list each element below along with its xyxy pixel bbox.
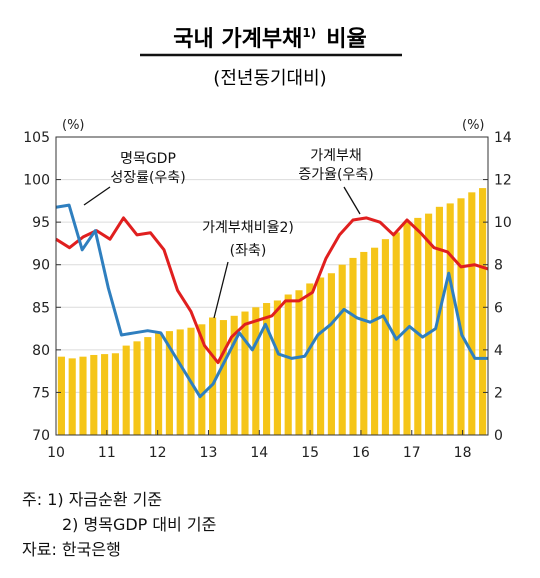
bar-ratio-30 (381, 239, 389, 435)
right-tick-label-0: 0 (494, 428, 503, 444)
left-axis-ticks: 70 75 80 85 90 95 100 105 (23, 130, 61, 444)
bar-ratio-35 (435, 206, 443, 435)
footnote-2: 2) 명목GDP 대비 기준 (62, 515, 216, 534)
bar-ratio-6 (122, 345, 130, 435)
x-tick-label-1: 11 (98, 445, 116, 461)
left-tick-label-3: 85 (32, 300, 50, 316)
bar-ratio-27 (349, 257, 357, 435)
right-tick-label-7: 14 (494, 130, 512, 146)
bar-ratio-36 (446, 203, 454, 435)
gdp-annotation-line1: 명목GDP (120, 151, 176, 167)
bar-ratio-21 (284, 294, 292, 435)
ratio-annotation-pointer (213, 261, 229, 319)
title-main: 국내 가계부채 (173, 27, 302, 52)
plot-border (55, 136, 489, 436)
gdp-annotation-line2: 성장률(우축) (110, 170, 185, 186)
x-tick-label-7: 17 (403, 445, 421, 461)
footnote-1: 주: 1) 자금순환 기준 (22, 490, 162, 509)
bar-ratio-31 (392, 232, 400, 435)
right-tick-label-2: 4 (494, 343, 503, 359)
bar-ratio-24 (317, 277, 325, 435)
bar-ratio-2 (79, 356, 87, 435)
right-tick-label-3: 6 (494, 300, 503, 316)
title-tail: 비율 (326, 27, 366, 52)
bar-ratio-9 (155, 332, 163, 435)
bar-ratio-11 (176, 329, 184, 435)
bar-ratio-26 (338, 264, 346, 435)
right-tick-label-6: 12 (494, 173, 512, 189)
right-axis-ticks: 0 2 4 6 8 10 12 14 (483, 130, 512, 444)
x-axis-ticks: 10 11 12 13 14 15 16 17 18 (47, 430, 472, 461)
bar-ratio-37 (457, 198, 465, 435)
x-tick-label-3: 13 (200, 445, 218, 461)
bar-ratio-3 (90, 354, 98, 435)
bar-ratio-25 (327, 273, 335, 435)
x-tick-label-4: 14 (250, 445, 268, 461)
right-tick-label-5: 10 (494, 215, 512, 231)
ratio-annotation-line2: (좌축) (230, 243, 267, 259)
bar-ratio-1 (68, 358, 76, 435)
debt-growth-annotation-line1: 가계부채 (310, 148, 362, 164)
debt-growth-annotation-pointer (343, 186, 361, 215)
bar-ratio-15 (219, 320, 227, 435)
ratio-annotation-line1: 가계부채비율2) (202, 220, 294, 236)
x-tick-label-0: 10 (47, 445, 65, 461)
left-tick-label-2: 80 (32, 343, 50, 359)
x-tick-label-8: 18 (454, 445, 472, 461)
bar-ratio-8 (144, 337, 152, 435)
line-gdp-growth (55, 203, 488, 399)
left-tick-label-4: 90 (32, 258, 50, 274)
bar-ratio-7 (133, 341, 141, 435)
left-tick-label-1: 75 (32, 385, 50, 401)
bar-ratio-4 (101, 354, 109, 435)
x-tick-label-6: 16 (352, 445, 370, 461)
line-debt-growth (55, 216, 489, 365)
chart-title: 국내 가계부채1) 비율 (173, 26, 366, 52)
right-tick-label-4: 8 (494, 258, 503, 274)
lines (55, 203, 489, 399)
plot-frame (55, 136, 489, 436)
bars-ratio (57, 188, 487, 435)
bar-ratio-28 (360, 251, 368, 435)
x-tick-label-5: 15 (301, 445, 319, 461)
bar-ratio-17 (241, 311, 249, 435)
left-tick-label-6: 100 (23, 173, 50, 189)
bar-ratio-34 (425, 213, 433, 435)
gdp-annotation-pointer (83, 186, 111, 206)
bar-ratio-23 (306, 283, 314, 435)
bar-ratio-19 (263, 303, 271, 435)
bar-ratio-18 (252, 307, 260, 435)
title-superscript: 1) (302, 26, 316, 40)
left-tick-label-7: 105 (23, 130, 50, 146)
left-tick-label-0: 70 (32, 428, 50, 444)
left-tick-label-5: 95 (32, 215, 50, 231)
bar-ratio-0 (57, 356, 65, 435)
source-note: 자료: 한국은행 (22, 540, 121, 559)
bar-ratio-22 (295, 290, 303, 435)
x-tick-label-2: 12 (149, 445, 167, 461)
bar-ratio-39 (479, 188, 487, 435)
bar-ratio-13 (198, 324, 206, 435)
bar-ratio-29 (371, 247, 379, 435)
bar-ratio-5 (111, 353, 119, 435)
bar-ratio-38 (468, 192, 476, 435)
left-unit: (%) (62, 118, 85, 133)
bar-ratio-20 (273, 300, 281, 435)
chart-subtitle: (전년동기대비) (213, 68, 326, 89)
bar-ratio-16 (230, 315, 238, 435)
debt-growth-annotation-line2: 증가율(우축) (298, 167, 373, 183)
right-tick-label-1: 2 (494, 385, 503, 401)
bar-ratio-33 (414, 217, 422, 435)
right-unit: (%) (462, 118, 485, 133)
bar-ratio-14 (209, 317, 217, 435)
bar-ratio-10 (165, 331, 173, 435)
